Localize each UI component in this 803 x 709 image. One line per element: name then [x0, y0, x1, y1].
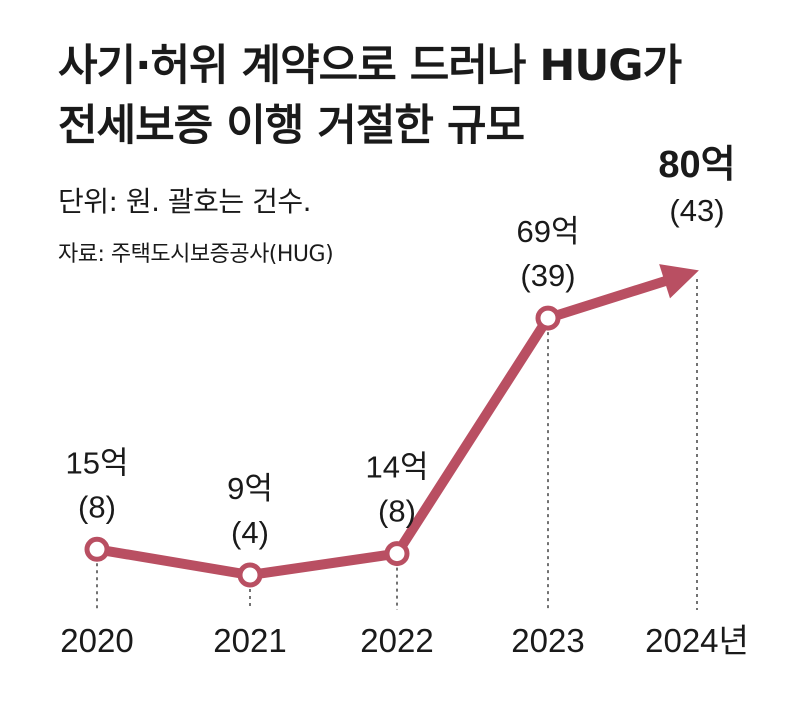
- x-tick-label: 2024년: [645, 622, 749, 659]
- value-label: 14억: [365, 450, 428, 485]
- data-point: [237, 562, 263, 588]
- x-tick-label: 2021: [213, 622, 286, 659]
- data-point: [535, 305, 561, 331]
- source-note: 자료: 주택도시보증공사(HUG): [58, 242, 334, 267]
- count-label: (8): [78, 489, 116, 524]
- chart-title: 사기·허위 계약으로 드러나 HUG가 전세보증 이행 거절한 규모: [58, 36, 682, 156]
- count-label: (4): [231, 515, 269, 550]
- count-label: (8): [378, 494, 416, 529]
- value-label: 69억: [516, 214, 579, 249]
- unit-note: 단위: 원. 괄호는 건수.: [58, 185, 312, 218]
- value-label: 9억: [227, 471, 273, 506]
- x-tick-label: 2020: [60, 622, 133, 659]
- title-line-2: 전세보증 이행 거절한 규모: [58, 101, 525, 151]
- count-label: (39): [520, 258, 575, 293]
- count-label: (43): [669, 193, 724, 228]
- x-tick-label: 2022: [360, 622, 433, 659]
- data-point: [84, 536, 110, 562]
- x-tick-label: 2023: [511, 622, 584, 659]
- value-label: 15억: [65, 445, 128, 480]
- arrow-head: [659, 264, 699, 299]
- title-line-1: 사기·허위 계약으로 드러나 HUG가: [58, 41, 682, 91]
- value-label: 80억: [658, 144, 735, 186]
- series-line: [96, 274, 674, 580]
- data-point: [384, 541, 410, 567]
